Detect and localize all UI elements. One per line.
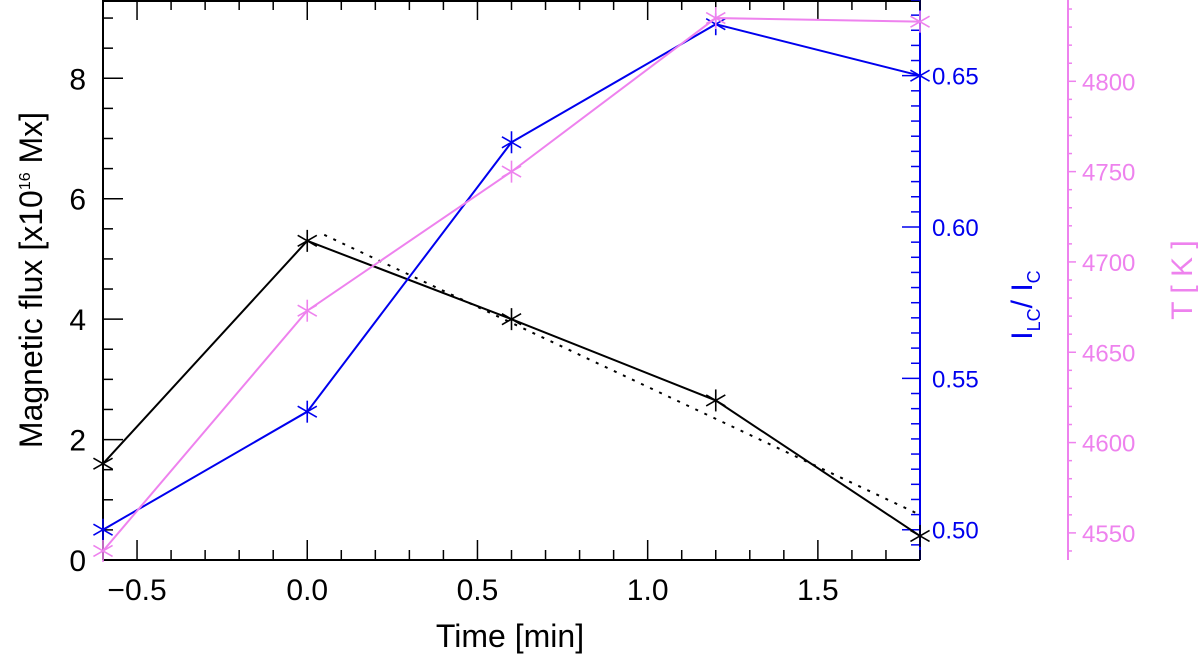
x-tick-label: 1.5 bbox=[797, 574, 839, 607]
data-point-marker bbox=[93, 452, 113, 475]
y-intensity-tick-label: 0.65 bbox=[932, 64, 979, 91]
y-axis-right-temperature: 4550 4600 4650 4700 4750 4800 bbox=[1068, 8, 1135, 552]
series-line bbox=[323, 233, 921, 516]
y-intensity-tick-label: 0.50 bbox=[932, 518, 979, 545]
y-temperature-tick-label: 4650 bbox=[1082, 340, 1135, 367]
x-tick-label: 0.0 bbox=[286, 574, 328, 607]
left-axis-label: Magnetic flux [x1016 Mx] bbox=[13, 112, 49, 448]
data-point-marker bbox=[297, 229, 318, 252]
y-intensity-tick-label: 0.55 bbox=[932, 366, 979, 393]
x-tick-label: 0.5 bbox=[457, 574, 499, 607]
series-magnetic-flux-linear-fit bbox=[323, 233, 921, 516]
y-axis-left: 0 2 4 6 8 bbox=[69, 17, 123, 578]
x-axis: −0.5 0.0 0.5 1.0 1.5 bbox=[102, 0, 921, 607]
data-point-marker bbox=[501, 131, 522, 154]
y-left-tick-label: 8 bbox=[69, 63, 86, 96]
data-point-marker bbox=[93, 518, 113, 541]
data-point-marker bbox=[910, 524, 930, 547]
intensity-label-sub-lc: LC bbox=[1024, 308, 1044, 331]
left-axis-label-unit: Mx] bbox=[13, 112, 49, 172]
data-point-marker bbox=[705, 7, 726, 30]
left-axis-label-exponent: 16 bbox=[17, 172, 34, 190]
x-tick-label: −0.5 bbox=[107, 574, 166, 607]
series-magnetic-flux bbox=[93, 229, 930, 547]
data-point-marker bbox=[297, 299, 318, 322]
left-axis-label-main: Magnetic flux [x10 bbox=[13, 190, 49, 448]
series-layer bbox=[93, 7, 930, 562]
y-left-tick-label: 4 bbox=[69, 304, 86, 337]
data-point-marker bbox=[910, 64, 930, 87]
y-temperature-tick-label: 4600 bbox=[1082, 431, 1135, 458]
intensity-axis-label: ILC/ IC bbox=[1006, 270, 1044, 339]
data-point-marker bbox=[501, 160, 522, 183]
data-point-marker bbox=[501, 308, 522, 331]
y-temperature-tick-label: 4750 bbox=[1082, 160, 1135, 187]
y-left-tick-label: 6 bbox=[69, 184, 86, 217]
y-temperature-tick-label: 4700 bbox=[1082, 250, 1135, 277]
temperature-axis-label: T [ K ] bbox=[1166, 240, 1199, 319]
y-axis-right-intensity: 0.50 0.55 0.60 0.65 bbox=[902, 0, 979, 546]
series-line bbox=[102, 17, 921, 552]
series-i-lc-i-c bbox=[93, 13, 930, 541]
data-point-marker bbox=[297, 400, 318, 423]
x-tick-label: 1.0 bbox=[627, 574, 669, 607]
y-temperature-tick-label: 4800 bbox=[1082, 69, 1135, 96]
y-intensity-tick-label: 0.60 bbox=[932, 215, 979, 242]
data-point-marker bbox=[93, 539, 113, 562]
intensity-label-mid: / I bbox=[1006, 283, 1039, 308]
data-point-marker bbox=[910, 10, 930, 33]
intensity-label-sub-c: C bbox=[1024, 270, 1044, 283]
intensity-label-i: I bbox=[1006, 331, 1039, 339]
plot-frame bbox=[102, 0, 1069, 561]
y-temperature-tick-label: 4550 bbox=[1082, 521, 1135, 548]
series-temperature bbox=[93, 7, 930, 562]
x-axis-label: Time [min] bbox=[436, 618, 584, 654]
data-point-marker bbox=[705, 389, 726, 412]
y-left-tick-label: 0 bbox=[69, 545, 86, 578]
series-line bbox=[102, 239, 921, 537]
y-left-tick-label: 2 bbox=[69, 425, 86, 458]
